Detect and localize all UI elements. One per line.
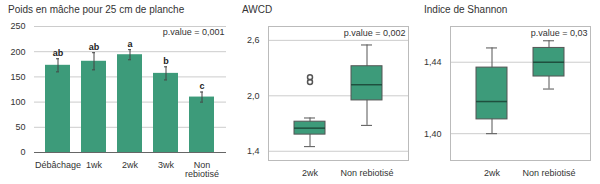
svg-text:p.value = 0,03: p.value = 0,03	[531, 28, 588, 38]
svg-text:1,4: 1,4	[247, 146, 260, 156]
svg-text:ab: ab	[53, 48, 64, 58]
svg-text:100: 100	[10, 97, 25, 107]
svg-text:2wk: 2wk	[484, 168, 501, 178]
svg-text:3wk: 3wk	[158, 160, 175, 170]
svg-text:1,44: 1,44	[424, 57, 442, 67]
svg-text:c: c	[199, 81, 204, 91]
svg-text:Nonrebiotisé: Nonrebiotisé	[185, 160, 219, 179]
svg-text:1,40: 1,40	[424, 129, 442, 139]
svg-text:0: 0	[20, 147, 25, 157]
svg-text:150: 150	[10, 72, 25, 82]
svg-text:1wk: 1wk	[86, 160, 103, 170]
svg-text:200: 200	[10, 47, 25, 57]
svg-text:Non rebiotisé: Non rebiotisé	[340, 168, 393, 178]
svg-text:2,6: 2,6	[247, 35, 260, 45]
svg-text:2,0: 2,0	[247, 91, 260, 101]
svg-text:p.value = 0,002: p.value = 0,002	[344, 28, 406, 38]
svg-text:b: b	[163, 56, 169, 66]
svg-text:50: 50	[15, 122, 25, 132]
svg-text:2wk: 2wk	[302, 168, 319, 178]
svg-text:Non rebiotisé: Non rebiotisé	[522, 168, 575, 178]
html-text:AWCD: AWCD	[242, 4, 273, 15]
svg-text:a: a	[127, 39, 133, 49]
html-text:Poids en mâche pour 25 cm de p: Poids en mâche pour 25 cm de planche	[8, 4, 185, 15]
svg-text:p.value = 0,001: p.value = 0,001	[163, 27, 225, 37]
svg-text:250: 250	[10, 21, 25, 31]
svg-text:ab: ab	[89, 42, 100, 52]
svg-text:Débâchage: Débâchage	[35, 160, 81, 170]
html-text:Indice de Shannon: Indice de Shannon	[424, 4, 508, 15]
svg-text:2wk: 2wk	[122, 160, 139, 170]
